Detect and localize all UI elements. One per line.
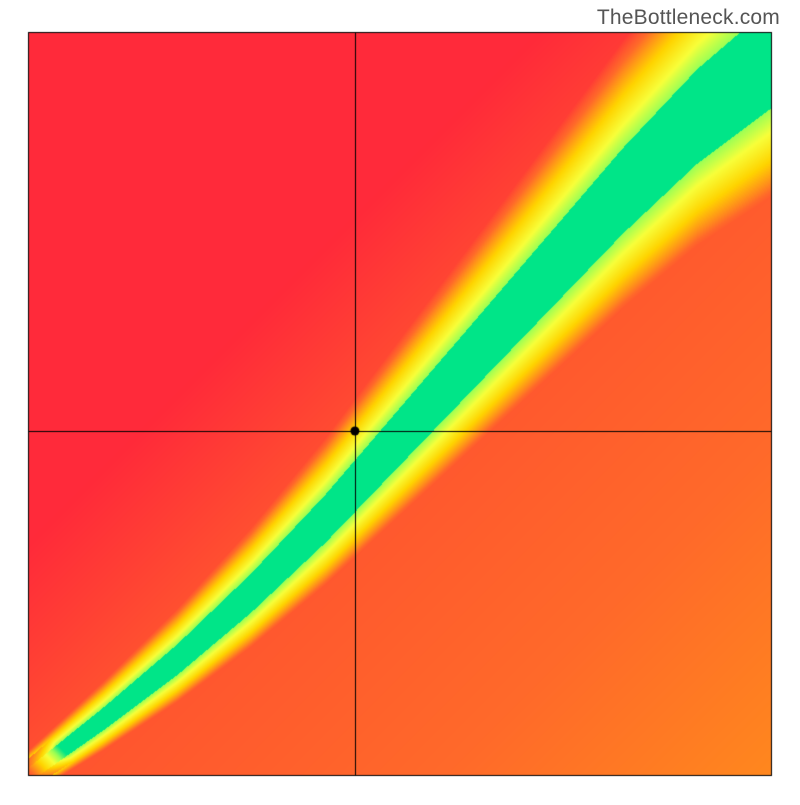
watermark-text: TheBottleneck.com — [597, 6, 780, 30]
bottleneck-heatmap-chart: TheBottleneck.com — [0, 0, 800, 800]
heatmap-canvas — [0, 0, 800, 800]
